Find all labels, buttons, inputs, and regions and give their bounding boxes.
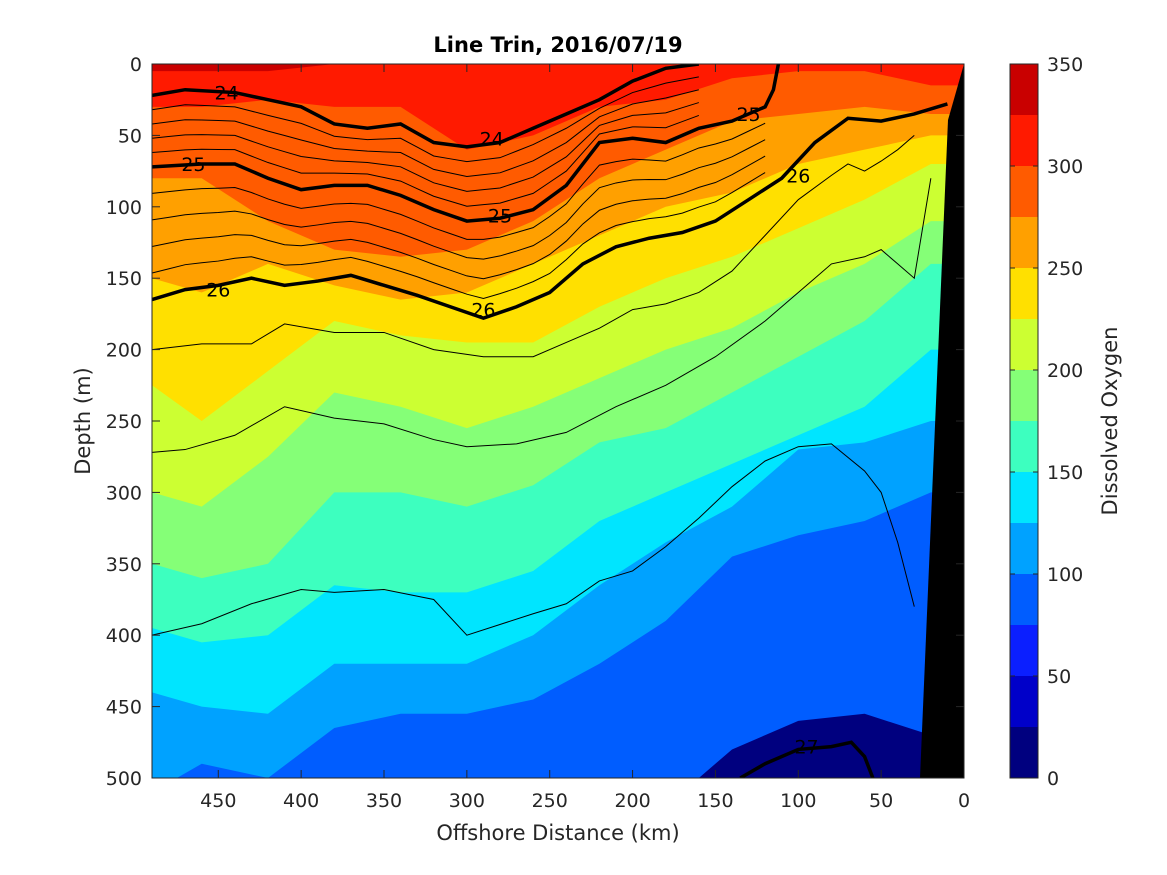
density-contour-thin	[152, 102, 700, 192]
colorbar-swatch	[1010, 574, 1038, 625]
colorbar-swatch	[1010, 676, 1038, 727]
colorbar-swatch	[1010, 370, 1038, 421]
y-tick-label: 300	[106, 482, 142, 504]
density-contour-thin	[152, 155, 766, 280]
density-contour-labels: 24 24 25 25 25 26 26 26 27	[181, 83, 818, 759]
colorbar-swatch	[1010, 472, 1038, 523]
contour-label-26: 26	[471, 300, 495, 322]
colorbar-frame	[1009, 63, 1039, 779]
oxygen-band-12	[152, 64, 964, 150]
colorbar-tick-label: 0	[1047, 768, 1059, 790]
y-axis-label: Depth (m)	[71, 367, 95, 474]
x-tick-label: 100	[780, 790, 816, 812]
colorbar-swatch	[1010, 727, 1038, 778]
chart-title: Line Trin, 2016/07/19	[433, 33, 682, 57]
colorbar-swatch	[1010, 523, 1038, 574]
colorbar-swatch	[1010, 64, 1038, 115]
colorbar-swatch	[1010, 421, 1038, 472]
colorbar-tick-label: 100	[1047, 564, 1083, 586]
colorbar-swatch	[1010, 625, 1038, 676]
x-tick-label: 50	[869, 790, 893, 812]
contour-label-27: 27	[794, 737, 818, 759]
bathymetry-mask	[920, 64, 964, 778]
x-tick-label: 350	[366, 790, 402, 812]
y-tick-label: 150	[106, 268, 142, 290]
y-tick-label: 200	[106, 340, 142, 362]
density-contour-thin	[152, 178, 932, 453]
y-tick-label: 100	[106, 197, 142, 219]
y-tick-label: 400	[106, 625, 142, 647]
y-tick-label: 50	[118, 125, 142, 147]
contour-label-25: 25	[181, 154, 205, 176]
colorbar-swatch	[1010, 319, 1038, 370]
colorbar-tick-label: 50	[1047, 666, 1071, 688]
contour-label-25: 25	[488, 205, 512, 227]
contour-label-24: 24	[214, 83, 238, 105]
density-contour-27	[739, 740, 875, 778]
density-contour-thin	[152, 122, 766, 240]
x-tick-label: 150	[697, 790, 733, 812]
colorbar-swatch	[1010, 268, 1038, 319]
colorbar-tick-label: 300	[1047, 156, 1083, 178]
x-tick-label: 300	[449, 790, 485, 812]
contour-label-26: 26	[786, 165, 810, 187]
colorbar-tick-label: 150	[1047, 462, 1083, 484]
colorbar-swatch	[1010, 166, 1038, 217]
density-contour-thin	[152, 76, 699, 163]
y-tick-label: 250	[106, 411, 142, 433]
colorbar-tick-label: 350	[1047, 54, 1083, 76]
oxygen-field	[152, 64, 964, 778]
density-contour-24	[152, 64, 700, 149]
density-contour-26	[152, 102, 948, 321]
colorbar-tick-label: 250	[1047, 258, 1083, 280]
x-tick-label: 400	[283, 790, 319, 812]
y-tick-label: 500	[106, 768, 142, 790]
contour-label-25: 25	[736, 104, 760, 126]
density-contour-thin	[152, 443, 915, 636]
colorbar-tick-label: 200	[1047, 360, 1083, 382]
x-axis-label: Offshore Distance (km)	[436, 821, 679, 845]
density-contour-thin	[152, 89, 699, 178]
density-contour-thin	[152, 172, 766, 299]
density-contour-thin	[152, 139, 766, 260]
x-tick-label: 0	[958, 790, 970, 812]
y-tick-label: 450	[106, 697, 142, 719]
density-contour-25	[152, 64, 781, 223]
oxygen-band-11	[152, 64, 964, 257]
colorbar-swatch	[1010, 217, 1038, 268]
y-tick-label: 350	[106, 554, 142, 576]
contour-label-24: 24	[480, 128, 504, 150]
contour-label-26: 26	[206, 280, 230, 302]
density-contour-thin	[152, 114, 700, 207]
colorbar-swatch	[1010, 115, 1038, 166]
x-tick-label: 200	[614, 790, 650, 812]
x-tick-label: 450	[200, 790, 236, 812]
y-tick-label: 0	[130, 54, 142, 76]
density-contours	[152, 64, 948, 778]
axes: 450 400 350 300 250 200 150 100 50 00501001502002…	[106, 54, 970, 812]
colorbar-label: Dissolved Oxygen	[1098, 327, 1122, 516]
x-tick-label: 250	[532, 790, 568, 812]
oxygen-band-13	[152, 64, 964, 72]
colorbar: 0 50 100 150 200 250 300 350	[1009, 54, 1083, 790]
density-contour-thin	[152, 135, 915, 358]
